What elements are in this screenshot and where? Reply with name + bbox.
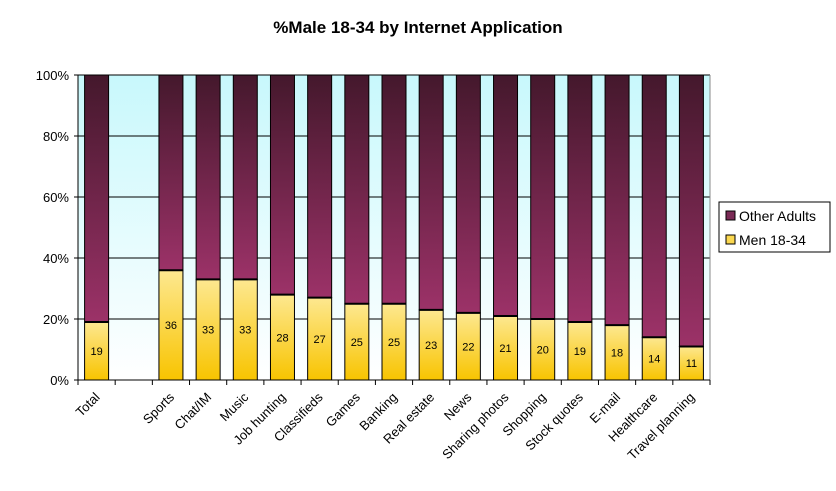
bar-other-adults xyxy=(307,74,333,299)
data-label: 21 xyxy=(499,343,511,355)
x-tick-label: News xyxy=(441,389,475,423)
bar-other-adults xyxy=(493,74,519,317)
bar-other-adults xyxy=(232,74,258,280)
y-tick-label: 20% xyxy=(43,312,69,327)
data-label: 19 xyxy=(90,346,102,358)
y-tick-label: 100% xyxy=(36,68,70,83)
bar-men-18-34 xyxy=(84,321,110,381)
x-tick-label: Chat/IM xyxy=(171,390,214,433)
y-tick-label: 60% xyxy=(43,190,69,205)
data-label: 20 xyxy=(537,345,549,357)
bar-men-18-34 xyxy=(344,303,370,381)
data-label: 11 xyxy=(686,358,697,370)
bar-men-18-34 xyxy=(381,303,407,381)
y-tick-label: 0% xyxy=(50,373,69,388)
legend-label-other-adults: Other Adults xyxy=(739,208,816,224)
bar-other-adults xyxy=(418,74,444,311)
data-label: 25 xyxy=(351,337,363,349)
bar-other-adults xyxy=(530,74,556,320)
bar-men-18-34 xyxy=(418,309,444,381)
bar-other-adults xyxy=(195,74,221,280)
bar-other-adults xyxy=(604,74,630,326)
bar-other-adults xyxy=(84,74,110,323)
data-label: 25 xyxy=(388,337,400,349)
data-label: 18 xyxy=(611,348,623,360)
bar-other-adults xyxy=(381,74,407,305)
data-label: 33 xyxy=(239,325,251,337)
y-tick-label: 80% xyxy=(43,129,69,144)
data-label: 33 xyxy=(202,325,214,337)
data-label: 28 xyxy=(276,332,288,344)
data-label: 23 xyxy=(425,340,437,352)
bar-men-18-34 xyxy=(604,324,630,381)
bar-other-adults xyxy=(158,74,184,271)
bar-other-adults xyxy=(678,74,704,347)
data-label: 19 xyxy=(574,346,586,358)
bar-other-adults xyxy=(269,74,295,296)
bar-men-18-34 xyxy=(530,318,556,381)
y-tick-label: 40% xyxy=(43,251,69,266)
bar-men-18-34 xyxy=(641,336,667,381)
bar-other-adults xyxy=(641,74,667,338)
legend-swatch-men-18-34 xyxy=(725,234,736,245)
data-label: 22 xyxy=(462,341,474,353)
legend-swatch-other-adults xyxy=(725,210,736,221)
x-tick-label: Music xyxy=(217,389,252,424)
bar-men-18-34 xyxy=(493,315,519,381)
x-tick-label: Travel planning xyxy=(624,390,697,463)
bar-other-adults xyxy=(344,74,370,305)
legend: Other Adults Men 18-34 xyxy=(718,201,831,253)
data-label: 27 xyxy=(314,334,326,346)
data-label: 14 xyxy=(648,354,660,366)
data-label: 36 xyxy=(165,320,177,332)
bar-other-adults xyxy=(455,74,481,314)
bar-men-18-34 xyxy=(567,321,593,381)
x-tick-label: Total xyxy=(73,389,103,419)
legend-label-men-18-34: Men 18-34 xyxy=(739,232,806,248)
bar-men-18-34 xyxy=(232,278,258,381)
chart-title: %Male 18-34 by Internet Application xyxy=(273,18,562,37)
bar-other-adults xyxy=(567,74,593,323)
